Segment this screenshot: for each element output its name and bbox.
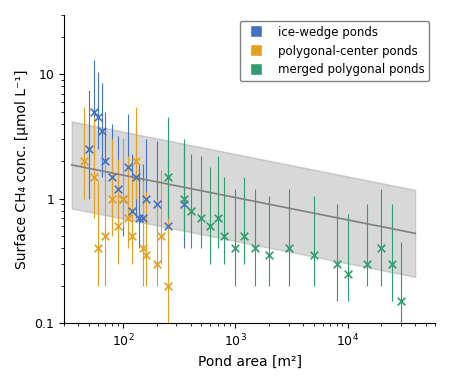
Point: [285, 245, 292, 251]
Point: [266, 252, 273, 258]
Point: [114, 223, 122, 229]
Point: [207, 223, 214, 229]
X-axis label: Pond area [m²]: Pond area [m²]: [198, 355, 302, 369]
Point: [221, 233, 228, 239]
Point: [90, 109, 97, 115]
Point: [398, 298, 405, 304]
Point: [139, 215, 146, 221]
Point: [187, 208, 194, 214]
Point: [81, 158, 88, 164]
Point: [164, 223, 171, 229]
Point: [232, 245, 239, 251]
Point: [114, 186, 122, 192]
Point: [98, 128, 105, 134]
Point: [142, 252, 149, 258]
Point: [139, 245, 146, 251]
Point: [198, 215, 205, 221]
Point: [164, 174, 171, 180]
Point: [364, 261, 371, 267]
Point: [241, 233, 248, 239]
Point: [124, 215, 131, 221]
Point: [180, 196, 188, 202]
Point: [90, 174, 97, 180]
Point: [389, 261, 396, 267]
Point: [344, 271, 351, 277]
Point: [86, 146, 93, 152]
Point: [124, 164, 131, 170]
Point: [153, 261, 160, 267]
Point: [378, 245, 385, 251]
Point: [132, 158, 140, 164]
Point: [102, 158, 109, 164]
Point: [310, 252, 317, 258]
Point: [142, 196, 149, 202]
Point: [158, 233, 165, 239]
Point: [333, 261, 340, 267]
Legend: ice-wedge ponds, polygonal-center ponds, merged polygonal ponds: ice-wedge ponds, polygonal-center ponds,…: [240, 21, 429, 81]
Point: [164, 283, 171, 289]
Point: [119, 196, 126, 202]
Point: [128, 233, 135, 239]
Point: [214, 215, 221, 221]
Y-axis label: Surface CH₄ conc. [μmol L⁻¹]: Surface CH₄ conc. [μmol L⁻¹]: [15, 69, 29, 269]
Point: [94, 245, 102, 251]
Point: [136, 215, 143, 221]
Point: [108, 196, 116, 202]
Point: [128, 208, 135, 214]
Point: [108, 174, 116, 180]
Point: [180, 201, 188, 207]
Point: [94, 114, 102, 121]
Point: [153, 201, 160, 207]
Point: [119, 196, 126, 202]
Point: [102, 233, 109, 239]
Point: [252, 245, 259, 251]
Point: [132, 174, 140, 180]
